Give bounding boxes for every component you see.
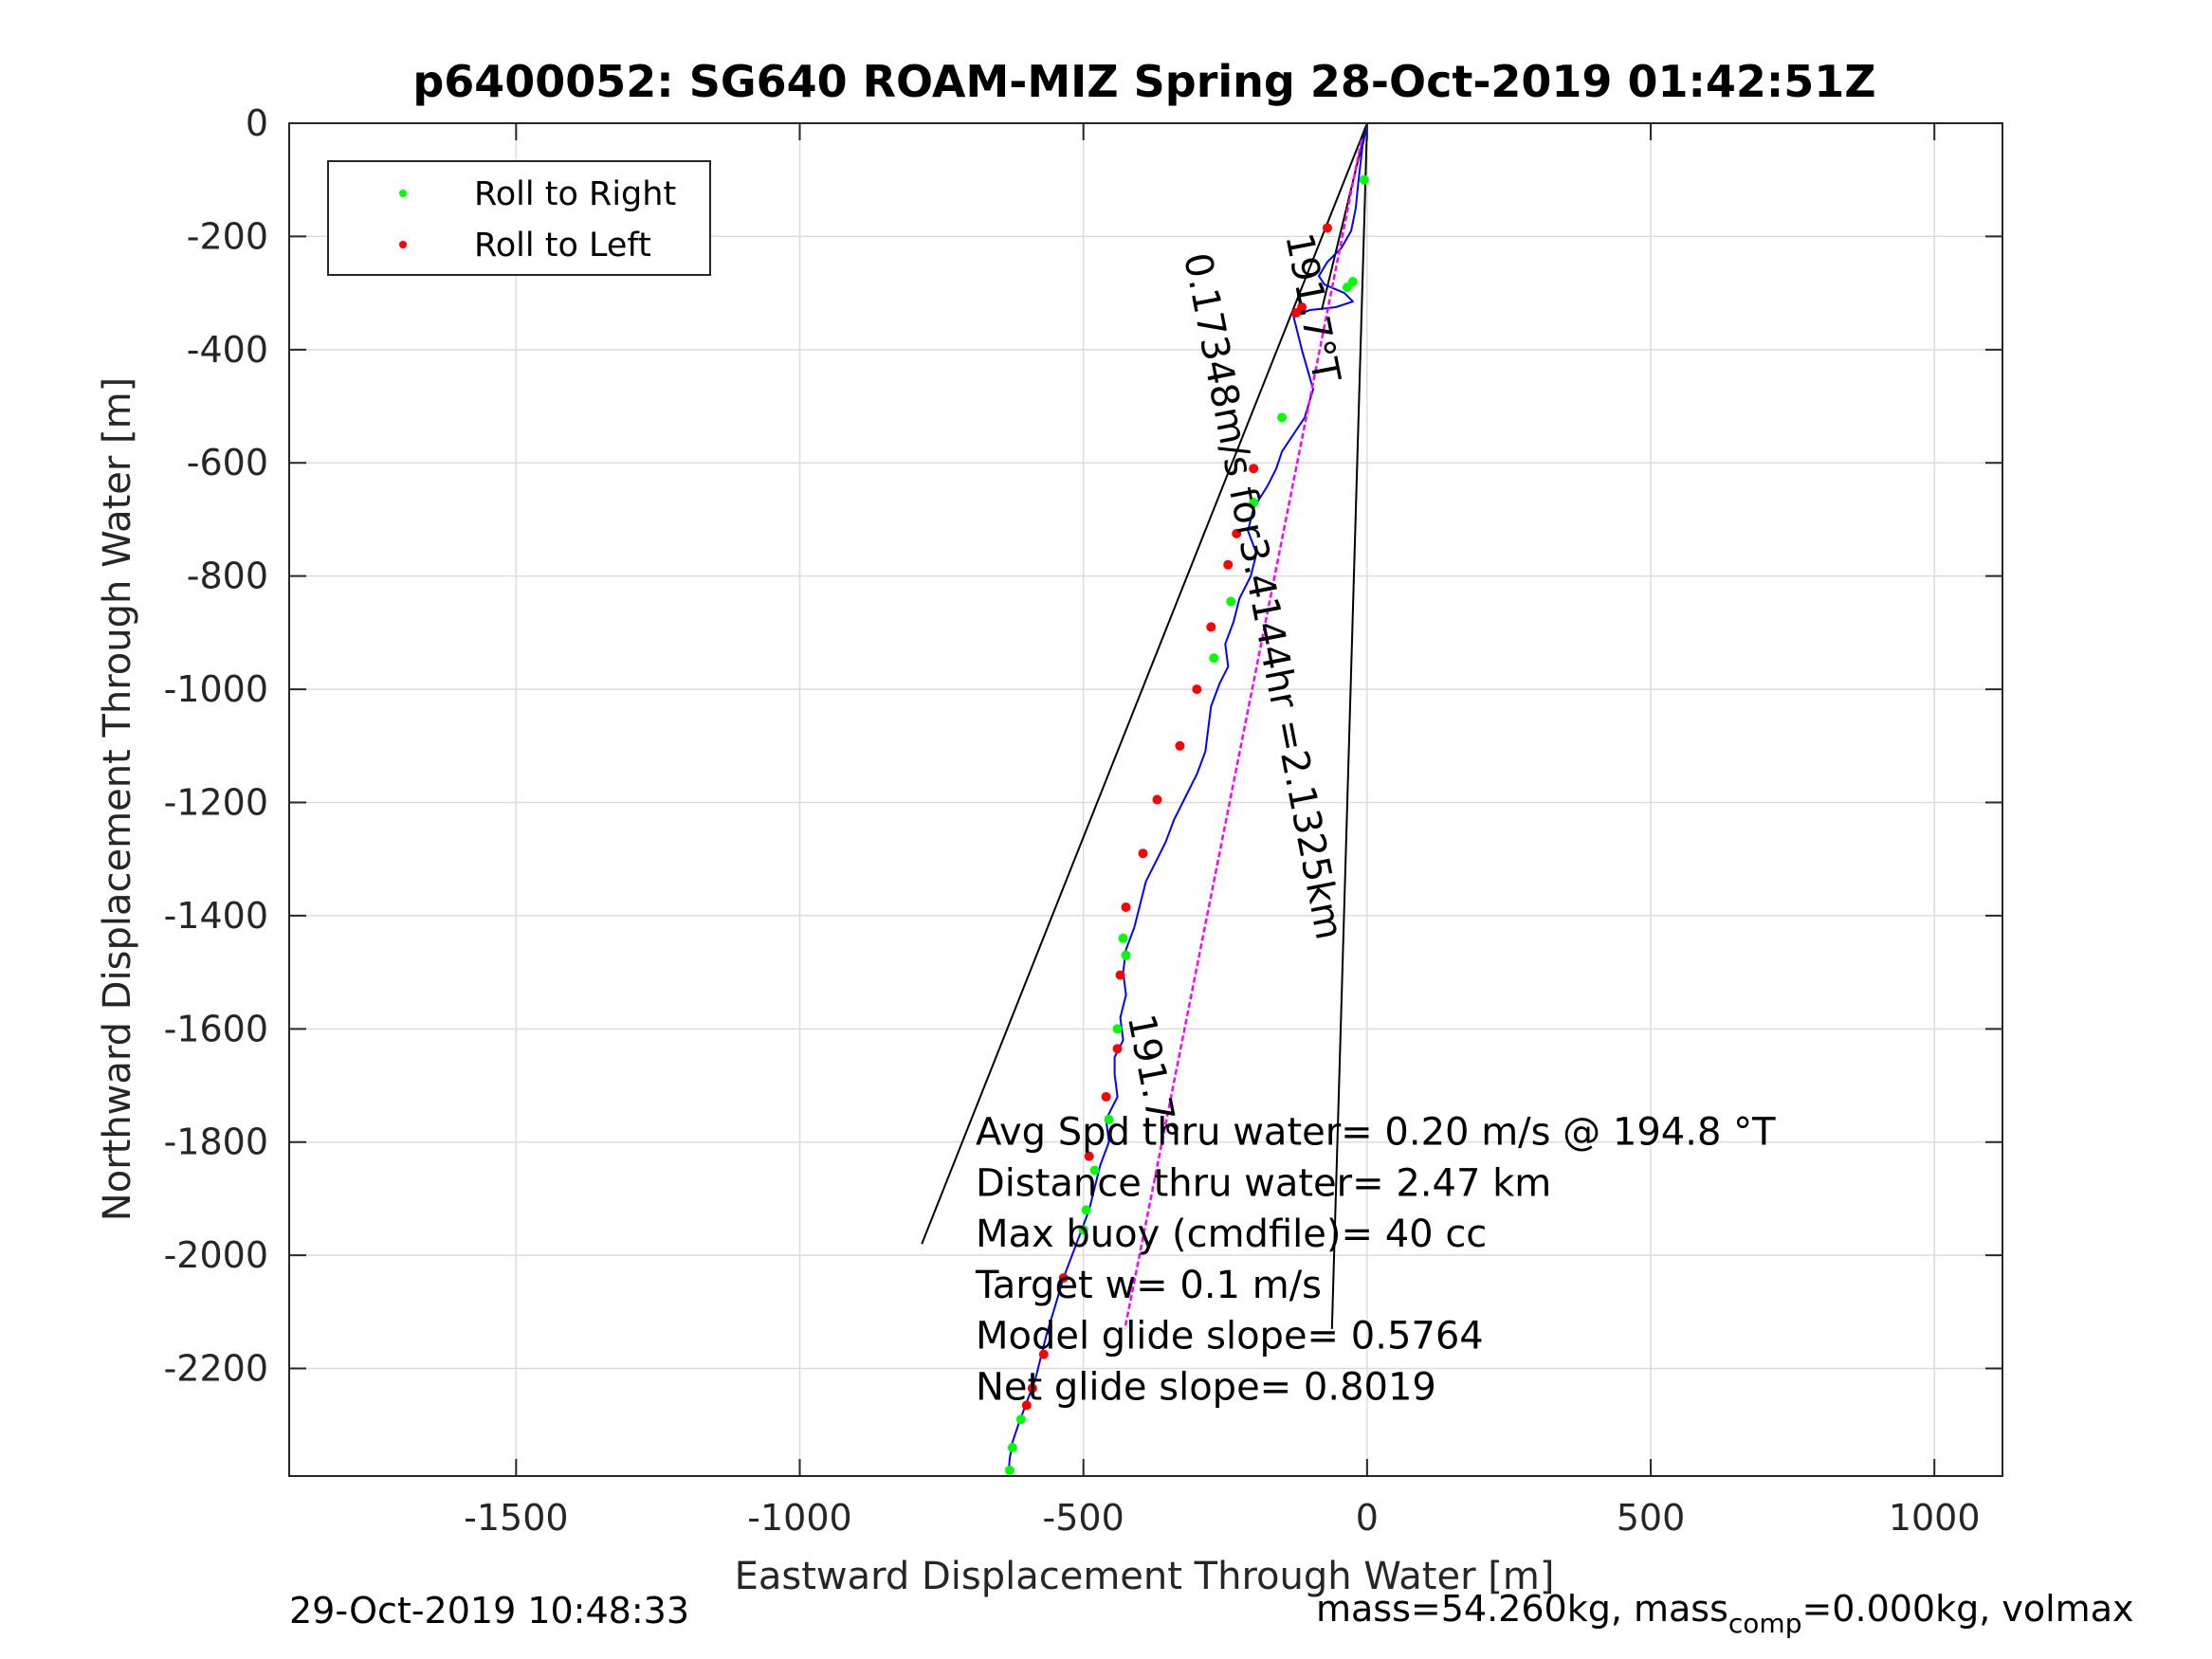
roll-left-point	[1112, 1044, 1123, 1054]
roll-right-point	[1121, 950, 1131, 960]
footer-mass-main: mass=54.260kg, mass	[1316, 1588, 1728, 1630]
roll-left-point	[1192, 684, 1202, 695]
roll-right-point	[1118, 933, 1128, 943]
legend-label-roll-right: Roll to Right	[474, 175, 676, 213]
roll-right-point	[1249, 498, 1259, 508]
roll-right-point	[1015, 1414, 1026, 1425]
roll-left-point	[1232, 528, 1242, 538]
y-tick-label: 0	[246, 102, 268, 144]
roll-left-point	[1058, 1273, 1069, 1284]
roll-right-point	[1209, 653, 1219, 664]
roll-right-point	[1226, 596, 1236, 607]
x-tick-labels: -1500 -1000 -500 0 500 1000	[464, 1497, 1980, 1539]
roll-left-point	[1291, 308, 1302, 319]
y-tick-label: -1600	[164, 1008, 268, 1049]
chart-annotation: Max buoy (cmdfile)= 40 cc	[976, 1212, 1487, 1256]
y-tick-label: -800	[187, 556, 268, 597]
roll-right-point	[1078, 1225, 1088, 1235]
y-tick-label: -2000	[164, 1234, 268, 1276]
footer-mass-tail: =0.000kg, volmax	[1801, 1588, 2133, 1630]
roll-left-point	[1101, 1091, 1111, 1102]
y-tick-label: -1800	[164, 1121, 268, 1163]
chart-annotation: Distance thru water= 2.47 km	[976, 1161, 1551, 1205]
y-axis-label: Northward Displacement Through Water [m]	[96, 377, 139, 1221]
chart-annotation: Net glide slope= 0.8019	[976, 1365, 1436, 1409]
chart-annotation: Target w= 0.1 m/s	[975, 1264, 1322, 1307]
roll-right-point	[1342, 283, 1352, 293]
y-tick-label: -1200	[164, 781, 268, 823]
track-layer	[1007, 122, 1368, 1474]
axes-box	[288, 122, 2003, 1477]
roll-left-point	[1038, 1349, 1049, 1359]
x-axis-label: Eastward Displacement Through Water [m]	[735, 1555, 1555, 1598]
roll-right-point	[1089, 1165, 1100, 1176]
roll-left-point	[1249, 464, 1259, 474]
roll-right-point	[1007, 1443, 1017, 1453]
x-tick-label: -500	[1043, 1497, 1124, 1539]
roll-left-point	[1027, 1383, 1037, 1394]
reference-line	[1321, 122, 1368, 311]
chart-title: p6400052: SG640 ROAM-MIZ Spring 28-Oct-2…	[412, 56, 1875, 107]
y-tick-label: -1400	[164, 895, 268, 937]
x-tick-label: -1500	[464, 1497, 568, 1539]
roll-left-point	[1223, 559, 1234, 570]
axes-background	[289, 123, 2002, 1476]
marker-layer	[1004, 174, 1369, 1476]
legend-marker-roll-right	[399, 190, 407, 197]
x-tick-label: 500	[1617, 1497, 1686, 1539]
tick-marks	[289, 122, 2002, 1476]
glider-track-line	[1007, 122, 1368, 1474]
roll-left-point	[1138, 848, 1148, 859]
footer-mass-info: mass=54.260kg, masscomp=0.000kg, volmax	[1316, 1588, 2133, 1639]
roll-right-point	[1277, 412, 1288, 423]
y-tick-label: -200	[187, 215, 268, 257]
roll-left-point	[1206, 622, 1216, 632]
roll-left-point	[1152, 794, 1162, 805]
y-tick-label: -400	[187, 329, 268, 371]
roll-right-point	[1081, 1205, 1091, 1215]
legend-box	[327, 160, 711, 276]
footer-timestamp: 29-Oct-2019 10:48:33	[289, 1590, 689, 1632]
y-tick-label: -1000	[164, 668, 268, 710]
plot-area: 0.17348m/s for3.4144hr =2.1325km191.7°T1…	[288, 122, 2003, 1477]
footer-mass-subscript: comp	[1728, 1608, 1802, 1639]
roll-right-point	[1104, 1114, 1114, 1124]
x-tick-label: 0	[1356, 1497, 1379, 1539]
roll-left-point	[1121, 902, 1131, 912]
roll-left-point	[1322, 223, 1332, 233]
roll-right-point	[1112, 1024, 1123, 1034]
legend-label-roll-left: Roll to Left	[474, 227, 651, 264]
legend-marker-roll-left	[399, 241, 407, 248]
y-tick-label: -2200	[164, 1348, 268, 1390]
x-tick-label: 1000	[1889, 1497, 1981, 1539]
heading-line	[1124, 139, 1363, 1330]
roll-left-point	[1084, 1151, 1094, 1161]
reference-line	[1330, 122, 1368, 1329]
roll-left-point	[1175, 740, 1185, 751]
chart-annotation: Model glide slope= 0.5764	[976, 1315, 1484, 1358]
legend: Roll to Right Roll to Left	[327, 160, 711, 276]
roll-left-point	[1115, 970, 1125, 980]
roll-left-point	[1021, 1400, 1032, 1411]
chart-annotation: Avg Spd thru water= 0.20 m/s @ 194.8 °T	[976, 1111, 1776, 1155]
y-tick-label: -600	[187, 442, 268, 483]
roll-right-point	[1004, 1466, 1015, 1476]
y-tick-labels: 0 -200 -400 -600 -800 -1000 -1200 -1400 -1600 -18…	[164, 102, 268, 1390]
x-tick-label: -1000	[747, 1497, 851, 1539]
roll-right-point	[1359, 174, 1369, 185]
